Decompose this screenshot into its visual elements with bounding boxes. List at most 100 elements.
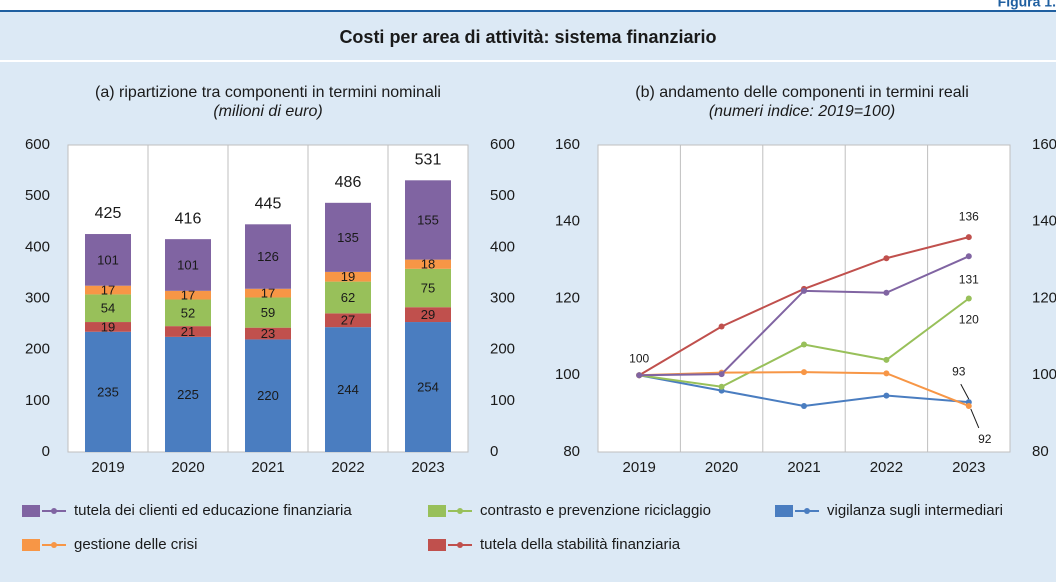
bar-segment — [245, 224, 291, 289]
segment-label: 52 — [181, 305, 195, 320]
segment-label: 17 — [101, 282, 115, 297]
legend-marker — [457, 542, 463, 548]
bar-segment — [325, 271, 371, 282]
segment-label: 235 — [97, 384, 119, 399]
legend-marker — [51, 508, 57, 514]
bar-segment — [85, 234, 131, 286]
bar-segment — [165, 299, 211, 327]
legend-label: vigilanza sugli intermediari — [827, 502, 1003, 519]
y-tick-label: 100 — [25, 392, 50, 409]
y-tick-label: 300 — [25, 289, 50, 306]
segment-label: 27 — [341, 313, 355, 328]
segment-label: 23 — [261, 326, 275, 341]
legend-label: tutela della stabilità finanziaria — [480, 536, 681, 553]
x-tick-label: 2019 — [91, 459, 124, 476]
segment-label: 19 — [101, 319, 115, 334]
marker — [965, 253, 972, 260]
segment-label: 29 — [421, 307, 435, 322]
segment-label: 18 — [421, 257, 435, 272]
y-tick-label: 80 — [563, 443, 580, 460]
total-label: 486 — [335, 174, 362, 191]
bar-segment — [165, 326, 211, 337]
y-tick-label: 0 — [42, 443, 50, 460]
data-label: 100 — [629, 351, 649, 365]
leader-line — [960, 383, 970, 400]
marker — [636, 372, 643, 379]
x-tick-label: 2020 — [705, 459, 738, 476]
bar-segment — [165, 336, 211, 452]
bar-segment — [165, 290, 211, 300]
marker — [718, 371, 725, 378]
y2-tick-label: 120 — [1032, 289, 1056, 306]
panel-subtitle: (numeri indice: 2019=100) — [709, 103, 895, 120]
legend-swatch — [775, 505, 793, 517]
y2-tick-label: 80 — [1032, 443, 1049, 460]
marker — [801, 369, 807, 376]
data-label: 93 — [952, 364, 966, 378]
segment-label: 225 — [177, 387, 199, 402]
data-label: 120 — [959, 313, 979, 327]
legend-label: gestione delle crisi — [74, 536, 197, 553]
y2-tick-label: 600 — [490, 136, 515, 153]
legend-marker — [51, 542, 57, 548]
x-tick-label: 2021 — [251, 459, 284, 476]
legend-swatch — [428, 539, 446, 551]
y2-tick-label: 300 — [490, 289, 515, 306]
y2-tick-label: 100 — [490, 392, 515, 409]
x-tick-label: 2023 — [952, 459, 985, 476]
total-label: 531 — [415, 152, 442, 169]
segment-label: 75 — [421, 280, 435, 295]
y2-tick-label: 200 — [490, 341, 515, 358]
segment-label: 101 — [177, 257, 199, 272]
y2-tick-label: 500 — [490, 187, 515, 204]
segment-label: 17 — [181, 288, 195, 303]
bar-segment — [85, 294, 131, 323]
segment-label: 244 — [337, 382, 359, 397]
bar-segment — [85, 322, 131, 332]
legend-swatch — [22, 505, 40, 517]
bar-segment — [245, 297, 291, 328]
bar-segment — [405, 322, 451, 452]
segment-label: 135 — [337, 230, 359, 245]
segment-label: 254 — [417, 379, 439, 394]
y-tick-label: 500 — [25, 187, 50, 204]
panel-title: (a) ripartizione tra componenti in termi… — [95, 84, 441, 101]
segment-label: 59 — [261, 305, 275, 320]
legend-swatch — [428, 505, 446, 517]
legend-marker — [804, 508, 810, 514]
bar-segment — [325, 202, 371, 272]
y-tick-label: 160 — [555, 136, 580, 153]
data-label: 92 — [978, 432, 992, 446]
total-label: 425 — [95, 205, 122, 222]
segment-label: 21 — [181, 324, 195, 339]
panel-subtitle: (milioni di euro) — [213, 103, 322, 120]
marker — [965, 234, 972, 241]
legend-label: tutela dei clienti ed educazione finanzi… — [74, 502, 352, 519]
bar-segment — [405, 180, 451, 260]
panel-title: (b) andamento delle componenti in termin… — [635, 84, 969, 101]
total-label: 416 — [175, 210, 202, 227]
data-label: 136 — [959, 209, 979, 223]
bar-segment — [325, 281, 371, 314]
segment-label: 155 — [417, 212, 439, 227]
segment-label: 101 — [97, 252, 119, 267]
marker — [883, 392, 890, 399]
legend-swatch — [22, 539, 40, 551]
y2-tick-label: 400 — [490, 238, 515, 255]
marker — [801, 287, 807, 294]
marker — [883, 356, 890, 363]
bar-segment — [405, 268, 451, 308]
bar-segment — [405, 259, 451, 269]
marker — [801, 402, 807, 409]
marker — [883, 289, 890, 296]
x-tick-label: 2021 — [787, 459, 820, 476]
bar-segment — [85, 285, 131, 295]
y-tick-label: 120 — [555, 289, 580, 306]
y-tick-label: 400 — [25, 238, 50, 255]
segment-label: 54 — [101, 301, 115, 316]
segment-label: 62 — [341, 290, 355, 305]
bar-segment — [165, 239, 211, 291]
y-tick-label: 100 — [555, 366, 580, 383]
x-tick-label: 2022 — [870, 459, 903, 476]
